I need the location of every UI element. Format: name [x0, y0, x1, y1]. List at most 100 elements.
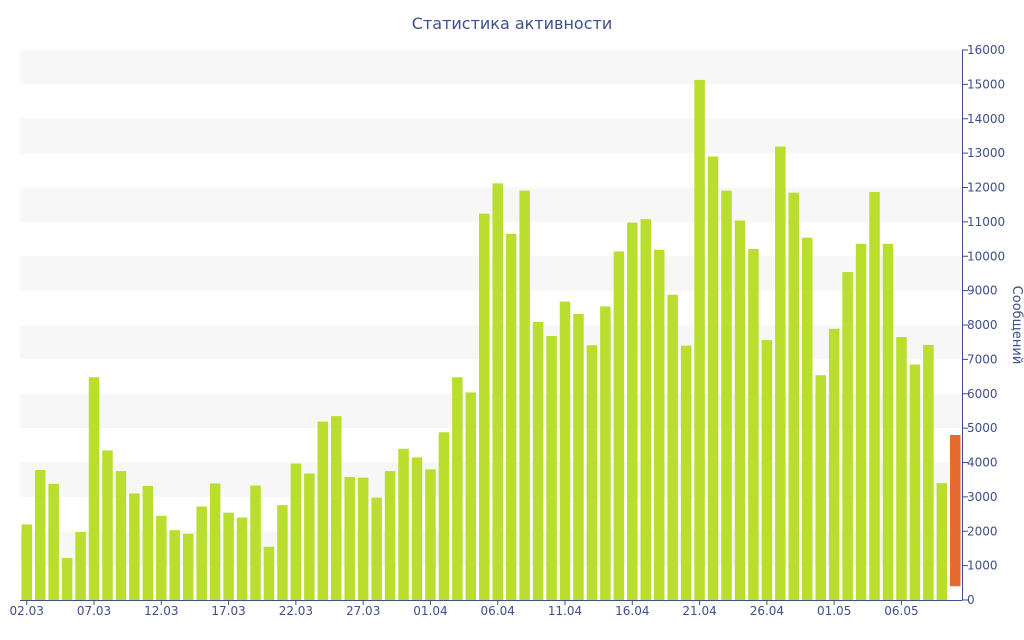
bar [250, 485, 261, 600]
bar [775, 146, 786, 600]
bar [452, 377, 463, 600]
y-tick-label: 15000 [967, 77, 1005, 91]
bar [519, 190, 530, 600]
y-axis-title: Сообщений [1009, 286, 1024, 365]
x-tick-label: 11.04 [548, 604, 582, 618]
bar [627, 222, 638, 600]
bar [129, 493, 140, 600]
bar [223, 512, 234, 600]
bar [398, 448, 409, 600]
y-tick-label: 9000 [967, 284, 998, 298]
x-tick-label: 12.03 [144, 604, 178, 618]
y-tick-label: 4000 [967, 456, 998, 470]
bar [532, 321, 544, 600]
bar [667, 294, 678, 600]
bar [277, 505, 288, 600]
bar [209, 483, 221, 600]
y-tick-label: 0 [967, 593, 975, 607]
bar [492, 183, 503, 600]
grid-band [20, 325, 962, 360]
bar [34, 470, 46, 600]
bar [869, 191, 880, 600]
bar [909, 364, 921, 600]
bar [680, 345, 692, 600]
y-tick-label: 7000 [967, 352, 998, 366]
bar [156, 515, 167, 600]
x-tick-label: 17.03 [211, 604, 245, 618]
bar-highlight [950, 435, 961, 587]
bar [384, 471, 396, 600]
x-tick-label: 01.04 [413, 604, 447, 618]
bar [75, 531, 86, 600]
bar [828, 328, 840, 600]
bar [115, 471, 127, 600]
y-tick-label: 14000 [967, 112, 1005, 126]
bar [330, 416, 342, 600]
x-tick-label: 01.05 [817, 604, 851, 618]
x-tick-label: 27.03 [346, 604, 380, 618]
bar [317, 421, 329, 600]
grid-band [20, 256, 962, 291]
bar [855, 243, 867, 600]
bar [613, 251, 625, 600]
bar [761, 340, 773, 600]
bar [196, 506, 207, 600]
bar [263, 546, 275, 600]
x-tick-label: 02.03 [10, 604, 44, 618]
bar [707, 156, 719, 600]
bar [748, 249, 759, 600]
y-tick-label: 3000 [967, 490, 998, 504]
bar [169, 530, 181, 600]
grid-band [20, 118, 962, 154]
bar [923, 344, 934, 600]
bar [842, 272, 853, 600]
bar [344, 476, 355, 600]
bar [694, 79, 705, 600]
bar [182, 533, 194, 600]
bar [21, 524, 32, 600]
bar [505, 233, 517, 600]
y-tick-label: 2000 [967, 524, 998, 538]
bar [721, 190, 732, 600]
y-tick-label: 6000 [967, 387, 998, 401]
bar [573, 314, 584, 600]
bar [882, 243, 894, 600]
grid-band [20, 187, 962, 222]
x-tick-label: 06.05 [884, 604, 918, 618]
x-tick-label: 22.03 [279, 604, 313, 618]
y-tick-label: 5000 [967, 421, 998, 435]
bar [304, 473, 315, 600]
y-tick-label: 10000 [967, 249, 1005, 263]
bar [896, 337, 907, 600]
bar [411, 457, 423, 600]
x-tick-label: 16.04 [615, 604, 649, 618]
bar [48, 483, 59, 600]
bar [290, 463, 302, 600]
bar [357, 477, 369, 600]
y-tick-label: 11000 [967, 215, 1005, 229]
x-tick-label: 06.04 [481, 604, 515, 618]
x-tick-label: 07.03 [77, 604, 111, 618]
bar [653, 249, 665, 600]
bar [465, 392, 477, 600]
bar [815, 375, 826, 600]
bar [559, 301, 571, 600]
bar [425, 469, 436, 600]
bar [61, 558, 73, 600]
grid-band [20, 50, 962, 85]
bar [371, 497, 382, 600]
y-tick-label: 1000 [967, 559, 998, 573]
bar [600, 306, 611, 600]
bar [88, 377, 100, 600]
y-tick-label: 13000 [967, 146, 1005, 160]
bar [102, 450, 113, 600]
y-tick-label: 16000 [967, 43, 1005, 57]
y-tick-label: 12000 [967, 181, 1005, 195]
bar [142, 485, 154, 600]
bar [479, 213, 490, 600]
bar [546, 336, 557, 600]
bar [586, 345, 598, 600]
bar [640, 219, 652, 600]
